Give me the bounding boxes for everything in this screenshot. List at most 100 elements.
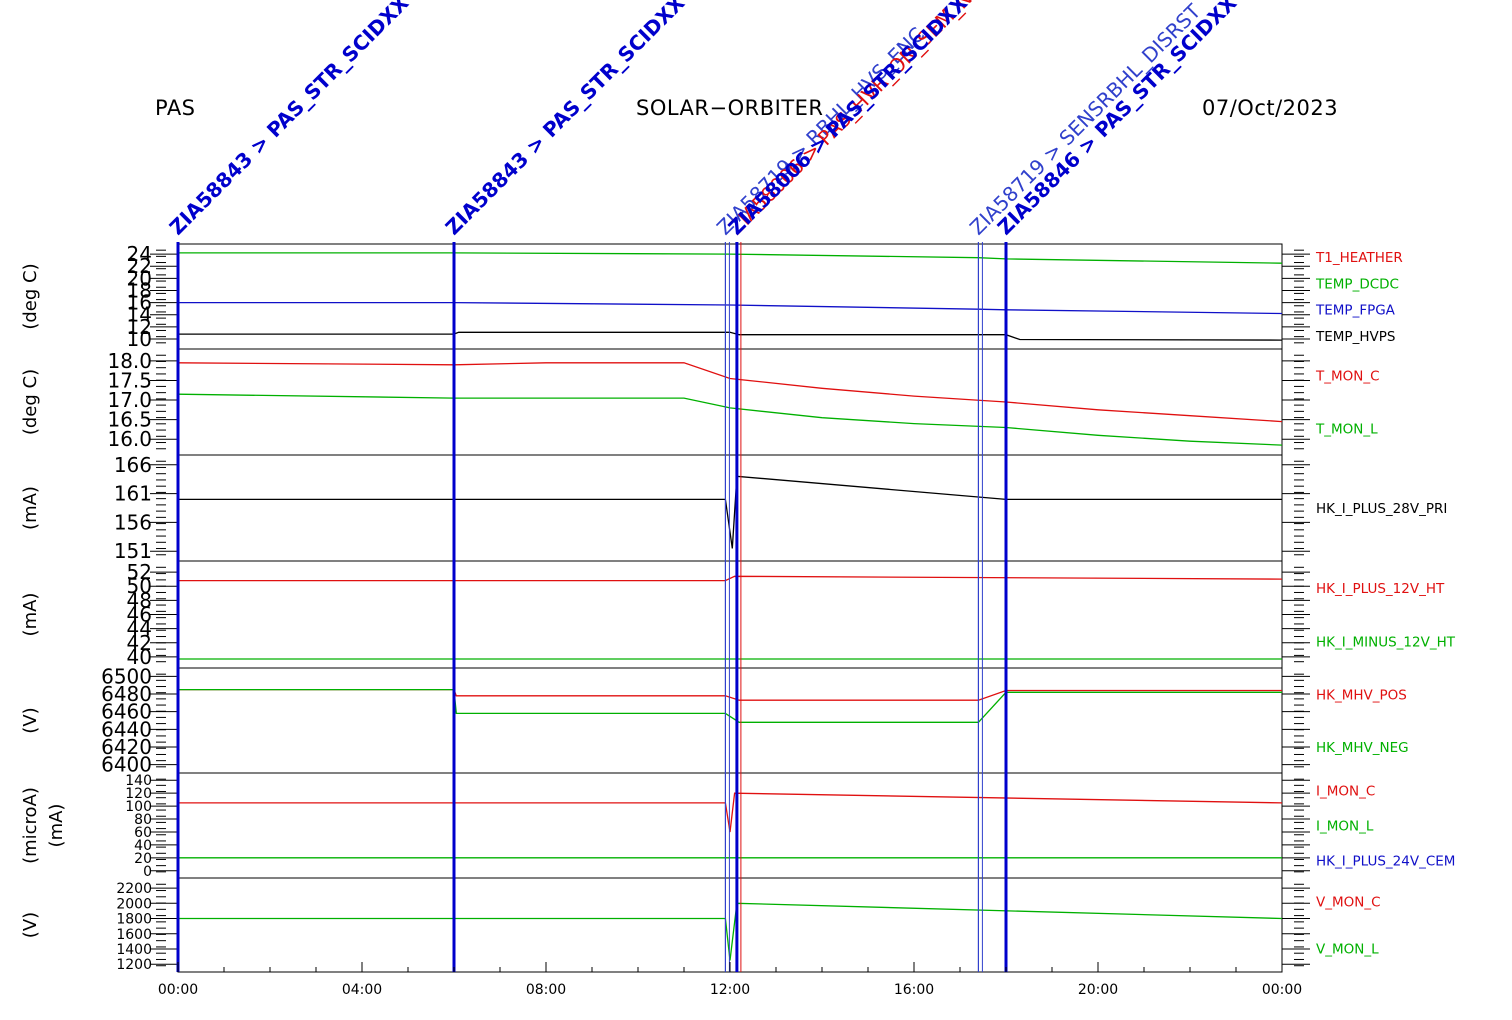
legend-hk-i-plus-24v-cem: HK_I_PLUS_24V_CEM xyxy=(1316,854,1455,870)
x-tick-label: 04:00 xyxy=(342,982,382,998)
legend-v-mon-c: V_MON_C xyxy=(1316,895,1381,911)
y-axis-label: (mA) xyxy=(20,593,41,637)
series-line-hk-i-plus-28v-pri xyxy=(178,475,1282,549)
y-tick-label: 40 xyxy=(134,838,152,854)
date-title: 07/Oct/2023 xyxy=(1202,96,1339,120)
legend-v-mon-l: V_MON_L xyxy=(1316,942,1379,958)
event-label: ZIA58006 > PAS_STR_SCIDXX xyxy=(723,0,972,240)
y-tick-label: 52 xyxy=(127,560,152,584)
y-tick-label: 44 xyxy=(127,617,152,641)
y-tick-label: 18.0 xyxy=(107,349,152,373)
legend-hk-i-minus-12v-ht: HK_I_MINUS_12V_HT xyxy=(1316,634,1456,650)
y-tick-label: 1800 xyxy=(116,912,152,928)
x-tick-label: 16:00 xyxy=(894,982,934,998)
y-tick-label: 151 xyxy=(114,539,152,563)
y-tick-label: 140 xyxy=(125,773,152,789)
y-tick-label: 2000 xyxy=(116,896,152,912)
panel-frame xyxy=(177,667,1283,774)
event-label: ZIA58843 > PAS_STR_SCIDXX xyxy=(165,0,414,240)
x-tick-label: 00:00 xyxy=(158,982,198,998)
y-tick-label: 100 xyxy=(125,799,152,815)
y-tick-label: 46 xyxy=(127,603,152,627)
panel-2: 16.016.517.017.518.0 (deg C) T_MON_C T_MON_… xyxy=(20,348,1380,456)
legend-hk-i-plus-28v-pri: HK_I_PLUS_28V_PRI xyxy=(1316,501,1447,517)
y-tick-label: 17.0 xyxy=(107,388,152,412)
y-tick-label: 0 xyxy=(143,864,152,880)
y-tick-label: 22 xyxy=(127,254,152,278)
legend-t1-heather: T1_HEATHER xyxy=(1315,250,1403,266)
series-line-i-mon-c xyxy=(178,792,1283,833)
x-tick-label: 20:00 xyxy=(1078,982,1118,998)
panel-frame xyxy=(177,772,1283,879)
series-line-hk-i-plus-12v-ht xyxy=(178,575,1283,582)
event-label: ZIA58719 > SENSRBHL_DISRST xyxy=(965,0,1206,240)
y-tick-label: 6500 xyxy=(101,664,152,688)
y-tick-label: 166 xyxy=(114,453,152,477)
y-tick-label: 2200 xyxy=(116,881,152,897)
y-tick-label: 16.0 xyxy=(107,427,152,451)
y-tick-label: 60 xyxy=(134,825,152,841)
y-axis-label: (V) xyxy=(20,912,41,938)
instrument-title: PAS xyxy=(155,96,196,120)
y-tick-label: 120 xyxy=(125,786,152,802)
y-tick-label: 161 xyxy=(114,482,152,506)
y-tick-label: 6420 xyxy=(101,735,152,759)
y-tick-label: 42 xyxy=(127,631,152,655)
y-tick-label: 80 xyxy=(134,812,152,828)
legend-i-mon-l: I_MON_L xyxy=(1316,819,1374,835)
legend-temp-hvps: TEMP_HVPS xyxy=(1315,329,1395,345)
series-line-t-mon-l xyxy=(177,393,1283,446)
y-tick-label: 6480 xyxy=(101,682,152,706)
y-tick-label: 20 xyxy=(134,851,152,867)
event-label: ZIA58843 > PAS_STR_SCIDXX xyxy=(441,0,690,240)
series-line-v-mon-l xyxy=(178,902,1283,961)
y-tick-label: 17.5 xyxy=(107,368,152,392)
series-line-temp-fpga xyxy=(178,301,1283,315)
y-axis-label: (V) xyxy=(20,707,41,733)
legend-t-mon-c: T_MON_C xyxy=(1315,369,1380,385)
panel-frame xyxy=(177,348,1283,456)
series-line-temp-dcdc xyxy=(178,252,1283,264)
x-tick-label: 00:00 xyxy=(1262,982,1302,998)
y-axis-label: (microA) xyxy=(20,787,41,864)
y-tick-label: 24 xyxy=(127,242,152,266)
y-tick-label: 16.5 xyxy=(107,408,152,432)
y-tick-label: 156 xyxy=(114,510,152,534)
y-axis-label-2: (mA) xyxy=(46,804,67,848)
panel-frame xyxy=(177,560,1283,669)
series-line-temp-hvps xyxy=(178,331,1283,341)
y-tick-label: 1600 xyxy=(116,927,152,943)
y-tick-label: 12 xyxy=(127,315,152,339)
legend-t-mon-l: T_MON_L xyxy=(1315,422,1378,438)
y-tick-label: 1200 xyxy=(116,957,152,973)
panel-3: 151 156 161 166 (mA) HK_I_PLUS_28V_PRI xyxy=(20,453,1447,563)
y-axis-label: (deg C) xyxy=(20,369,41,435)
legend-hk-mhv-pos: HK_MHV_POS xyxy=(1316,687,1407,703)
y-tick-label: 6440 xyxy=(101,717,152,741)
series-line-hk-mhv-neg xyxy=(178,688,1282,723)
mission-title: SOLAR−ORBITER xyxy=(636,96,824,120)
y-tick-label: 10 xyxy=(127,327,152,351)
legend-hk-i-plus-12v-ht: HK_I_PLUS_12V_HT xyxy=(1316,581,1445,597)
x-tick-label: 12:00 xyxy=(710,982,750,998)
y-axis-label: (mA) xyxy=(20,486,41,530)
legend-i-mon-c: I_MON_C xyxy=(1316,784,1375,800)
y-tick-label: 16 xyxy=(127,291,152,315)
legend-temp-fpga: TEMP_FPGA xyxy=(1315,303,1396,319)
y-tick-label: 50 xyxy=(127,574,152,598)
panel-frame xyxy=(177,454,1283,562)
event-label: ZIA58846 > PAS_STR_SCIDXX xyxy=(993,0,1242,240)
series-line-hk-mhv-pos xyxy=(178,688,1282,701)
y-tick-label: 40 xyxy=(127,645,152,669)
panel-frame xyxy=(177,243,1283,350)
legend-temp-dcdc: TEMP_DCDC xyxy=(1315,276,1399,292)
y-tick-label: 14 xyxy=(127,303,152,327)
y-tick-label: 1400 xyxy=(116,942,152,958)
y-tick-label: 6460 xyxy=(101,700,152,724)
y-axis-label: (deg C) xyxy=(20,263,41,329)
